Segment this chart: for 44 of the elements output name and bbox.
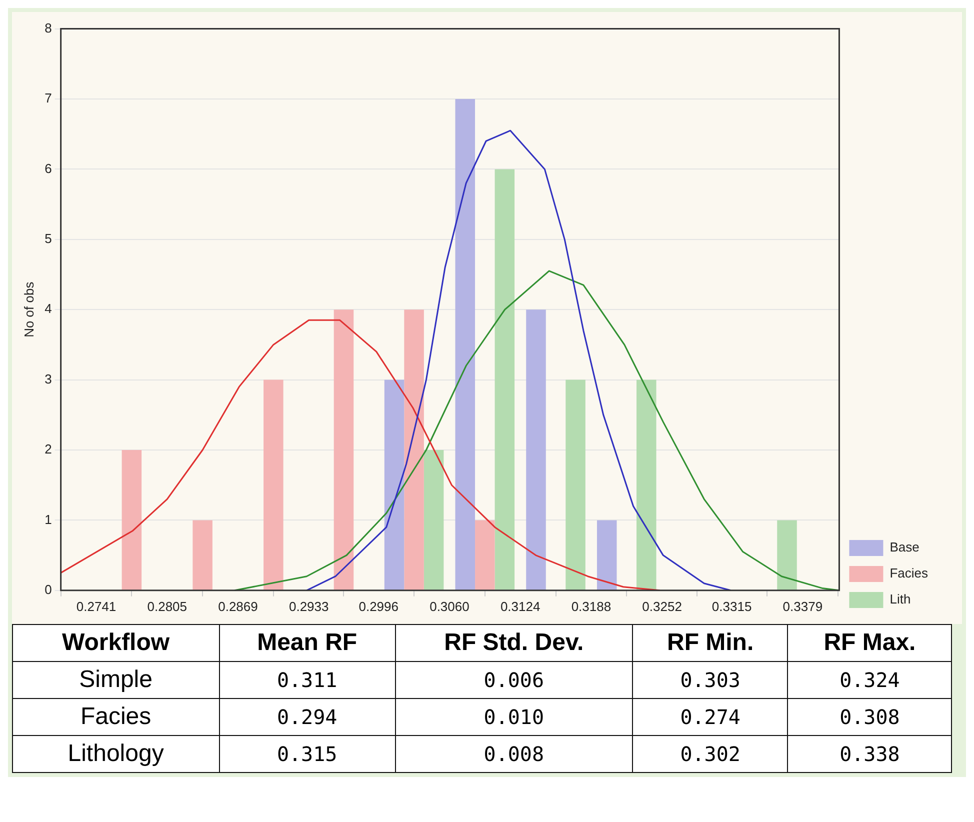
x-tick-label: 0.2996 [358, 598, 398, 614]
x-tick-label: 0.3315 [712, 598, 752, 614]
legend-label: Facies [890, 566, 928, 581]
x-tick-label: 0.3188 [571, 598, 612, 614]
category-label: RF Min. [632, 624, 788, 662]
y-tick-label: 7 [44, 90, 52, 106]
category-label: Simple [79, 666, 152, 693]
x-tick-label: 0.3252 [642, 598, 682, 614]
text: 0.311 [276, 668, 338, 692]
x-tick-label: 0.2869 [218, 598, 258, 614]
y-tick-label: 3 [44, 371, 52, 386]
category-label: RF Max. [788, 624, 952, 662]
y-tick-label: 8 [44, 20, 52, 36]
category-label: RF Std. Dev. [395, 624, 633, 662]
text: 0.274 [680, 705, 740, 729]
text: 0.294 [276, 705, 338, 729]
text: 0.302 [680, 742, 740, 766]
legend-label: Base [890, 540, 920, 555]
y-tick-label: 0 [44, 582, 52, 597]
legend-label: Lith [890, 592, 911, 607]
y-axis-title: No of obs [21, 281, 36, 338]
y-tick-label: 1 [44, 512, 52, 527]
x-tick-label: 0.2805 [147, 598, 188, 614]
text: 0.303 [680, 668, 740, 692]
y-tick-label: 5 [44, 230, 52, 246]
category-label: Mean RF [219, 624, 396, 662]
x-tick-label: 0.2933 [288, 598, 329, 614]
y-tick-label: 6 [44, 160, 52, 176]
text: 0.308 [840, 705, 900, 729]
category-label: Workflow [12, 624, 220, 662]
text: 0.338 [840, 742, 900, 766]
y-tick-label: 2 [44, 442, 52, 457]
y-tick-label: 4 [44, 301, 52, 316]
x-tick-label: 0.3060 [430, 598, 470, 614]
category-label: Lithology [68, 740, 164, 767]
text: 0.315 [276, 742, 338, 766]
category-label: Facies [80, 703, 152, 730]
text: 0.008 [484, 742, 544, 766]
x-tick-label: 0.3379 [782, 598, 823, 614]
x-tick-label: 0.3124 [500, 598, 540, 614]
x-tick-label: 0.2741 [76, 598, 116, 614]
text: 0.006 [484, 668, 544, 692]
text: 0.010 [484, 705, 544, 729]
text: 0.324 [840, 668, 900, 692]
